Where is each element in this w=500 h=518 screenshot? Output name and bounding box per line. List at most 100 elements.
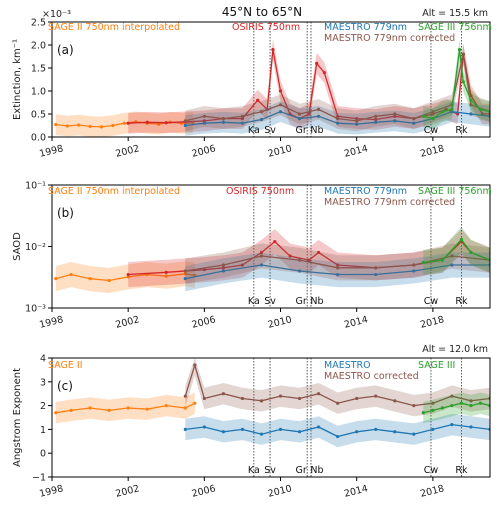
point-osiris xyxy=(393,114,397,118)
y-tick-label: 10⁻² xyxy=(25,242,46,253)
point-sage3 xyxy=(469,250,473,255)
point-maestro xyxy=(374,120,378,124)
point-osiris xyxy=(336,114,340,118)
point-osiris xyxy=(307,112,311,116)
point-sage3 xyxy=(421,411,425,415)
point-maestro_corr xyxy=(183,119,187,123)
panel-letter: (b) xyxy=(57,206,74,220)
point-maestro_corr xyxy=(431,110,435,114)
point-maestro xyxy=(278,427,283,431)
point-maestro_corr xyxy=(259,110,264,114)
point-osiris xyxy=(126,272,130,277)
point-sage2 xyxy=(69,272,73,277)
event-label-rk: Rk xyxy=(455,296,468,307)
y-tick-label: 10⁻¹ xyxy=(25,181,46,192)
point-sage2 xyxy=(54,277,58,281)
point-maestro xyxy=(374,272,378,277)
point-osiris xyxy=(240,263,245,267)
point-osiris xyxy=(374,117,378,122)
point-maestro_corr xyxy=(355,396,359,401)
band-maestro_corr xyxy=(185,243,490,284)
event-label-nb: Nb xyxy=(310,465,323,476)
point-sage3 xyxy=(440,110,444,114)
point-osiris xyxy=(240,117,245,121)
point-sage3 xyxy=(459,237,464,242)
point-maestro xyxy=(317,114,321,118)
point-sage3 xyxy=(450,107,454,111)
x-tick-label: 1998 xyxy=(38,143,64,160)
x-tick-label: 2014 xyxy=(343,314,369,331)
point-osiris xyxy=(145,120,149,124)
axes-frame xyxy=(51,357,491,478)
point-sage3 xyxy=(457,48,462,52)
point-osiris xyxy=(259,250,264,255)
point-maestro_corr xyxy=(221,117,225,121)
point-maestro_corr xyxy=(412,117,416,121)
point-maestro xyxy=(336,272,340,277)
point-maestro_corr xyxy=(469,103,473,107)
y-tick-label: 4 xyxy=(40,354,46,365)
legend-maestro: MAESTRO 779nm xyxy=(324,186,407,197)
altitude-label: Alt = 15.5 km xyxy=(422,8,488,19)
point-osiris xyxy=(271,48,275,52)
legend-sage3: SAGE III 756nm xyxy=(418,186,492,197)
point-maestro_corr xyxy=(297,112,302,116)
series-line-maestro_corr xyxy=(184,362,490,407)
event-label-cw: Cw xyxy=(424,125,439,136)
point-maestro xyxy=(202,121,206,125)
event-label-cw: Cw xyxy=(424,296,439,307)
point-osiris xyxy=(126,121,130,125)
point-maestro xyxy=(450,423,454,427)
y-tick-label: 10⁻³ xyxy=(25,304,46,315)
band-sage3 xyxy=(423,39,490,129)
point-maestro xyxy=(412,269,416,273)
point-sage3 xyxy=(440,406,444,410)
point-maestro_corr xyxy=(374,114,378,118)
point-maestro xyxy=(183,123,187,128)
x-tick-label: 2018 xyxy=(419,143,445,160)
x-tick-label: 2006 xyxy=(191,483,217,500)
point-maestro xyxy=(374,427,378,431)
point-osiris xyxy=(164,270,168,274)
point-osiris xyxy=(307,258,311,262)
point-osiris xyxy=(256,98,260,102)
point-sage2 xyxy=(77,123,81,127)
point-osiris xyxy=(278,89,283,93)
plot-area xyxy=(54,22,490,137)
legend-osiris: OSIRIS 750nm xyxy=(226,186,294,197)
panel-2: 1998 2002 2006 2010 2014 2018 10⁻³ 10⁻² 10⁻¹ SAOD… xyxy=(12,181,492,331)
event-label-sv: Sv xyxy=(264,125,276,136)
y-tick-label: 1.5 xyxy=(31,64,46,75)
y-axis-label: Angstrom Exponent xyxy=(12,368,23,467)
altitude-label: Alt = 12.0 km xyxy=(422,344,488,355)
event-label-nb: Nb xyxy=(310,296,323,307)
y-axis-label: SAOD xyxy=(12,232,23,261)
band-sage3 xyxy=(423,226,490,275)
point-maestro_corr xyxy=(393,399,397,403)
point-maestro_corr xyxy=(393,112,397,116)
legend-sage3: SAGE III xyxy=(418,360,455,371)
point-maestro xyxy=(259,117,264,122)
point-sage2 xyxy=(122,121,126,125)
event-label-sv: Sv xyxy=(264,296,276,307)
y-tick-label: 1.0 xyxy=(31,87,46,98)
point-sage2 xyxy=(88,277,92,281)
point-maestro xyxy=(259,432,264,436)
point-maestro xyxy=(336,434,340,439)
point-maestro_corr xyxy=(431,401,435,405)
point-maestro xyxy=(259,263,264,267)
point-osiris xyxy=(322,71,326,75)
x-tick-label: 2010 xyxy=(267,483,293,500)
point-maestro xyxy=(355,430,359,434)
point-maestro xyxy=(183,277,187,281)
event-label-gr: Gr xyxy=(296,125,307,136)
point-osiris xyxy=(202,119,206,123)
point-maestro_corr xyxy=(469,399,473,403)
point-maestro xyxy=(393,119,397,123)
legend-sage2: SAGE II 750nm interpolated xyxy=(48,22,180,33)
y-axis-label: Extinction, km⁻¹ xyxy=(12,39,23,120)
point-maestro_corr xyxy=(240,396,245,401)
point-sage3 xyxy=(421,114,425,118)
point-sage2 xyxy=(65,124,69,128)
